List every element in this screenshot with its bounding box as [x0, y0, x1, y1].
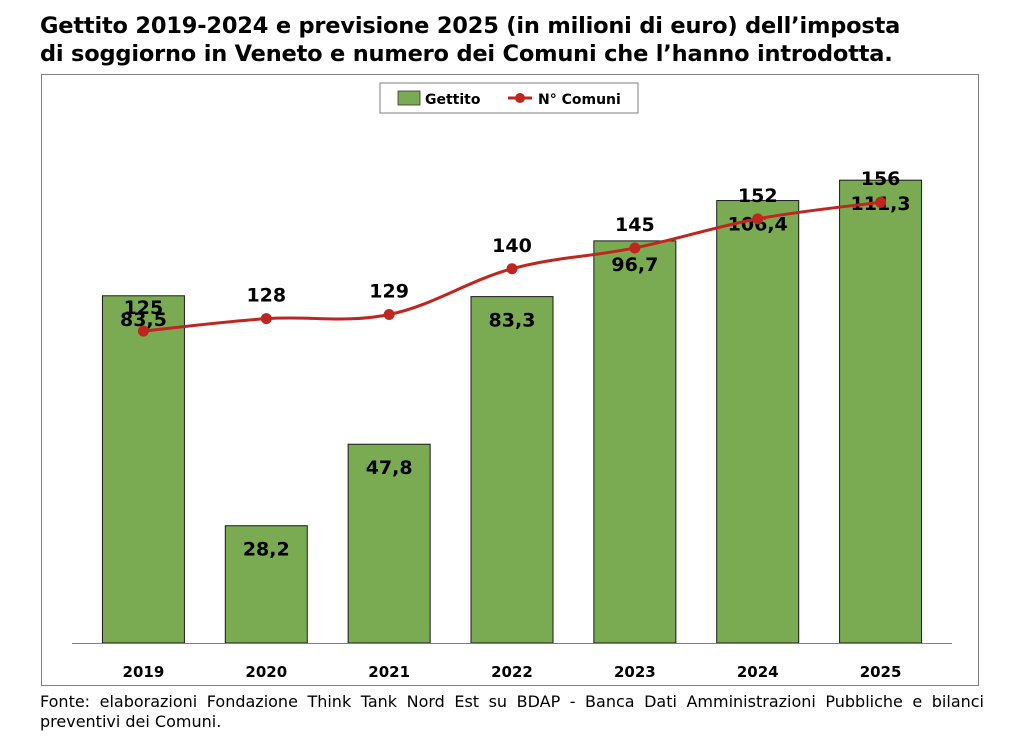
x-tick-label-2021: 2021 — [368, 663, 410, 681]
bar-label-2023: 96,7 — [611, 254, 658, 276]
point-label-comuni-2022: 140 — [492, 235, 532, 257]
bar-gettito-2022 — [470, 296, 554, 644]
chart-title: Gettito 2019-2024 e previsione 2025 (in … — [40, 12, 1000, 68]
point-comuni-2022 — [506, 263, 518, 275]
point-label-comuni-2023: 145 — [615, 214, 655, 236]
point-comuni-2024 — [752, 213, 764, 225]
chart-title-line-1: Gettito 2019-2024 e previsione 2025 (in … — [40, 13, 901, 39]
x-tick-label-2019: 2019 — [123, 663, 165, 681]
point-comuni-2021 — [383, 308, 395, 320]
chart-title-line-2: di soggiorno in Veneto e numero dei Comu… — [40, 41, 893, 67]
point-label-comuni-2021: 129 — [369, 280, 409, 302]
x-tick-label-2022: 2022 — [491, 663, 533, 681]
point-comuni-2020 — [260, 313, 272, 325]
legend-swatch-gettito — [397, 90, 421, 106]
bar-label-2024: 106,4 — [728, 214, 788, 236]
point-comuni-2019 — [137, 325, 149, 337]
bar-label-2019: 83,5 — [120, 309, 167, 331]
x-tick-label-2020: 2020 — [245, 663, 287, 681]
x-tick-label-2024: 2024 — [737, 663, 779, 681]
legend-label-gettito: Gettito — [425, 92, 481, 108]
bar-gettito-2024 — [716, 200, 800, 644]
x-tick-label-2025: 2025 — [860, 663, 902, 681]
point-comuni-2025 — [875, 196, 887, 208]
legend-marker-comuni — [515, 93, 525, 103]
chart-svg: Gettito N° Comuni 83,5 28,2 47,8 83,3 96,7 106,… — [72, 82, 952, 681]
point-comuni-2023 — [629, 242, 641, 254]
bar-label-2022: 83,3 — [489, 310, 536, 332]
bar-label-2020: 28,2 — [243, 539, 290, 561]
source-note: Fonte: elaborazioni Fondazione Think Tan… — [40, 692, 984, 731]
bar-gettito-2025 — [839, 179, 923, 644]
bar-gettito-2019 — [101, 295, 185, 644]
point-label-comuni-2024: 152 — [738, 185, 778, 207]
point-label-comuni-2020: 128 — [246, 285, 286, 307]
bar-label-2021: 47,8 — [366, 457, 413, 479]
point-label-comuni-2025: 156 — [861, 168, 901, 190]
x-tick-label-2023: 2023 — [614, 663, 656, 681]
bar-gettito-2021 — [347, 443, 431, 644]
point-label-comuni-2019: 125 — [124, 297, 164, 319]
chart-frame: Gettito N° Comuni 83,5 28,2 47,8 83,3 96,7 106,… — [41, 74, 979, 686]
legend-label-comuni: N° Comuni — [538, 92, 621, 108]
bar-gettito-2023 — [593, 240, 677, 644]
